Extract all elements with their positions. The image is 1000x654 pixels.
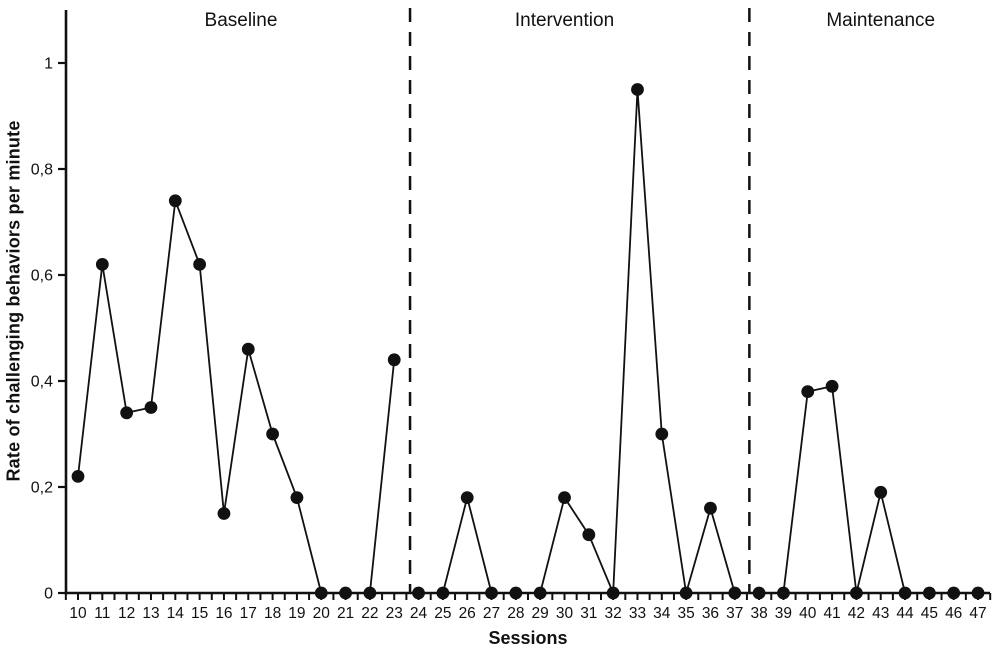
- data-point: [509, 586, 523, 600]
- y-tick-label: 0,2: [31, 480, 53, 497]
- data-point: [436, 586, 450, 600]
- data-point: [533, 586, 547, 600]
- x-tick-label: 15: [191, 605, 208, 622]
- x-tick-label: 11: [94, 605, 110, 622]
- data-point: [850, 586, 863, 600]
- x-tick-label: 39: [775, 605, 792, 622]
- x-tick-label: 45: [921, 605, 938, 622]
- x-tick-label: 33: [629, 605, 646, 622]
- data-point: [558, 491, 571, 504]
- x-tick-label: 40: [799, 605, 817, 622]
- data-point: [314, 586, 328, 600]
- data-point: [363, 586, 377, 600]
- phase-label-maintenance: Maintenance: [826, 10, 936, 31]
- x-tick-label: 25: [434, 605, 451, 622]
- x-axis-title: Sessions: [488, 628, 568, 648]
- y-tick-label: 0,4: [31, 374, 53, 391]
- data-point: [704, 501, 717, 515]
- x-tick-label: 46: [945, 605, 962, 622]
- x-tick-label: 44: [896, 605, 914, 622]
- x-tick-label: 29: [532, 605, 549, 622]
- series-baseline: [71, 194, 401, 600]
- data-line: [77, 199, 396, 594]
- y-axis-title: Rate of challenging behaviors per minute: [3, 120, 24, 482]
- data-point: [95, 258, 109, 271]
- data-point: [120, 406, 134, 420]
- data-point: [801, 385, 815, 398]
- x-tick-label: 10: [69, 605, 87, 622]
- data-point: [71, 470, 85, 483]
- x-tick-label: 23: [386, 605, 403, 622]
- data-point: [582, 528, 596, 542]
- x-tick-label: 42: [848, 605, 865, 622]
- data-point: [971, 586, 985, 600]
- x-tick-label: 12: [118, 605, 135, 622]
- y-tick-label: 0: [44, 586, 53, 603]
- data-point: [606, 586, 620, 600]
- data-point: [193, 258, 207, 271]
- data-point: [631, 83, 644, 96]
- series-maintenance: [752, 379, 985, 600]
- x-tick-label: 14: [167, 605, 185, 622]
- data-point: [922, 586, 936, 600]
- data-point: [728, 586, 742, 600]
- data-point: [412, 586, 425, 600]
- phase-label-baseline: Baseline: [204, 10, 278, 31]
- x-tick-label: 16: [215, 605, 232, 622]
- x-tick-label: 19: [288, 605, 305, 622]
- x-tick-label: 41: [823, 605, 840, 622]
- x-tick-label: 38: [750, 605, 767, 622]
- x-tick-label: 30: [556, 605, 574, 622]
- data-point: [144, 401, 158, 414]
- x-tick-label: 28: [507, 605, 524, 622]
- x-tick-label: 27: [483, 605, 500, 622]
- x-tick-label: 13: [142, 605, 159, 622]
- x-tick-label: 21: [337, 605, 354, 622]
- x-tick-label: 20: [313, 605, 331, 622]
- data-line: [418, 88, 736, 594]
- x-tick-label: 17: [240, 605, 257, 622]
- data-line: [759, 385, 979, 594]
- data-point: [290, 491, 304, 504]
- data-point: [898, 586, 912, 600]
- x-tick-label: 18: [264, 605, 281, 622]
- data-point: [217, 507, 231, 520]
- x-tick-label: 43: [872, 605, 889, 622]
- data-point: [266, 427, 279, 441]
- data-point: [460, 491, 474, 504]
- data-point: [777, 586, 790, 600]
- phase-dividers: [408, 8, 751, 593]
- x-tick-label: 37: [726, 605, 743, 622]
- x-tick-label: 34: [653, 605, 671, 622]
- y-tick-label: 0,6: [31, 268, 53, 285]
- data-point: [825, 379, 839, 393]
- phase-label-intervention: Intervention: [514, 10, 615, 31]
- data-point: [655, 427, 669, 441]
- data-point: [752, 586, 766, 600]
- y-tick-label: 1: [44, 56, 53, 73]
- x-tick-label: 22: [361, 605, 378, 622]
- y-tick-label: 0,8: [31, 162, 53, 179]
- x-tick-label: 31: [580, 605, 597, 622]
- y-axis-ticks: 0 0,2 0,4 0,6 0,8 1: [31, 56, 66, 603]
- x-tick-label: 35: [678, 605, 695, 622]
- x-tick-label: 47: [969, 605, 986, 622]
- data-point: [679, 586, 693, 600]
- x-tick-label: 24: [410, 605, 428, 622]
- data-point: [874, 485, 888, 499]
- x-axis-labels: 10 11 12 13 14 15 16 17 18 19 20 21 22 23 24 25 26 27 28 29…: [69, 605, 986, 622]
- x-tick-label: 36: [702, 605, 719, 622]
- data-point: [339, 586, 352, 600]
- data-point: [168, 194, 182, 208]
- data-point: [387, 353, 401, 367]
- series-intervention: [412, 83, 742, 600]
- data-point: [947, 586, 961, 600]
- x-tick-label: 32: [605, 605, 622, 622]
- x-tick-label: 26: [459, 605, 476, 622]
- data-point: [485, 586, 498, 600]
- data-point: [241, 342, 255, 356]
